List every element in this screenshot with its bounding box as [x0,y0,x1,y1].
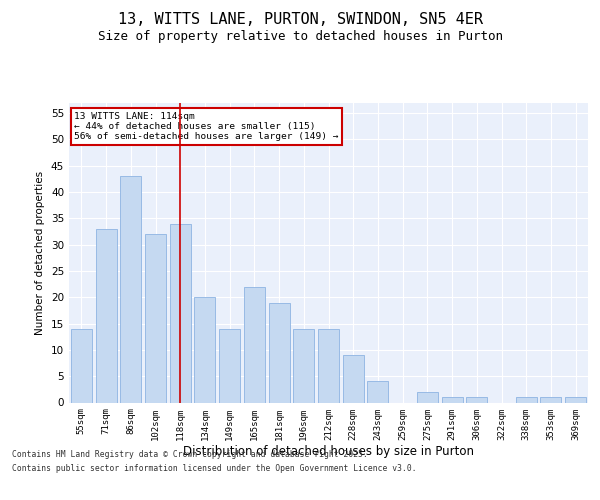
Bar [318,329,339,402]
Y-axis label: Number of detached properties: Number of detached properties [35,170,46,334]
Bar [565,397,586,402]
Bar [170,224,191,402]
Bar [466,397,487,402]
Bar [244,286,265,403]
Bar [417,392,438,402]
Text: Size of property relative to detached houses in Purton: Size of property relative to detached ho… [97,30,503,43]
Bar [293,329,314,402]
Bar [367,382,388,402]
Bar [219,329,240,402]
Text: 13, WITTS LANE, PURTON, SWINDON, SN5 4ER: 13, WITTS LANE, PURTON, SWINDON, SN5 4ER [118,12,482,28]
Bar [71,329,92,402]
Text: Contains HM Land Registry data © Crown copyright and database right 2025.: Contains HM Land Registry data © Crown c… [12,450,368,459]
Bar [95,229,116,402]
Bar [269,302,290,402]
Text: 13 WITTS LANE: 114sqm
← 44% of detached houses are smaller (115)
56% of semi-det: 13 WITTS LANE: 114sqm ← 44% of detached … [74,112,338,142]
Text: Contains public sector information licensed under the Open Government Licence v3: Contains public sector information licen… [12,464,416,473]
Bar [194,297,215,403]
Bar [541,397,562,402]
X-axis label: Distribution of detached houses by size in Purton: Distribution of detached houses by size … [183,445,474,458]
Bar [145,234,166,402]
Bar [343,355,364,403]
Bar [120,176,141,402]
Bar [442,397,463,402]
Bar [516,397,537,402]
